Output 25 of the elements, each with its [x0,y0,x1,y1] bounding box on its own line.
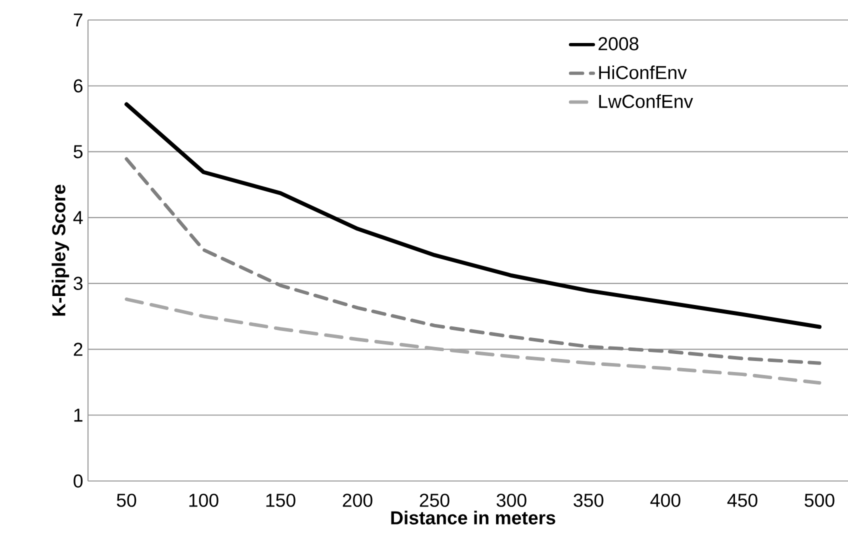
y-tick-label: 5 [74,145,83,158]
x-tick-label: 500 [804,494,834,507]
line-series [124,298,822,385]
y-tick-label: 0 [74,474,83,488]
legend-label: LwConfEnv [599,94,694,108]
x-tick-label: 450 [727,494,758,507]
x-tick-label: 350 [574,494,604,507]
x-tick-label: 400 [650,494,680,507]
y-tick-label: 6 [74,79,82,92]
y-tick-label: 3 [74,276,82,290]
y-tick-label: 2 [74,342,82,356]
y-tick-label: 7 [74,14,82,26]
x-tick-label: 150 [266,494,296,507]
y-tick-label: 4 [73,211,83,224]
x-tick-label: 250 [420,494,450,507]
legend-label: 2008 [598,37,638,50]
x-tick-label: 100 [189,494,218,507]
x-tick-label: 300 [496,494,526,507]
line-series [124,157,822,365]
x-axis-title: Distance in meters [391,510,556,524]
x-tick-label: 200 [342,494,372,507]
x-tick-label: 50 [116,494,136,507]
legend-label: HiConfEnv [599,65,687,80]
y-tick-label: 1 [74,408,82,422]
y-axis-title: K-Ripley Score [52,184,70,316]
